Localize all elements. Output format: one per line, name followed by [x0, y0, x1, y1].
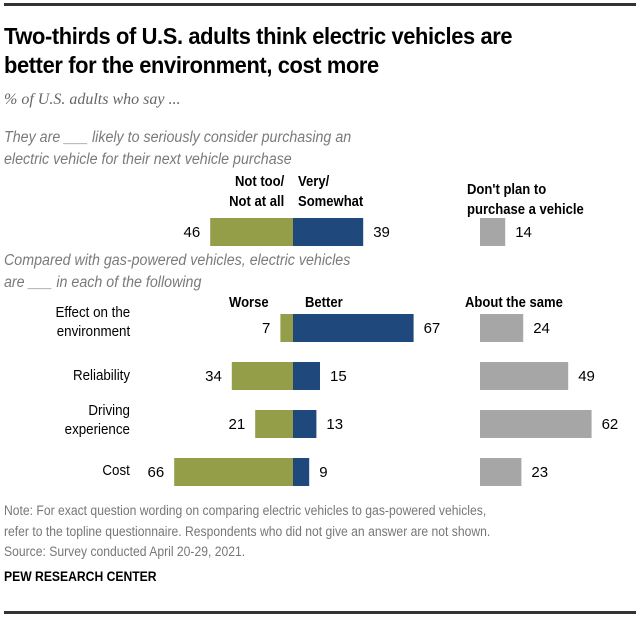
driving-experience-negative-bar: [255, 410, 293, 438]
consider-ev-positive-value: 39: [373, 224, 390, 241]
top-rule: [4, 3, 636, 6]
legend-likely-line-2: Somewhat: [298, 194, 364, 210]
category-label-cost-line-1: Cost: [102, 463, 130, 479]
category-label-driving-line-2: experience: [64, 422, 130, 438]
reliability-positive-value: 15: [330, 368, 347, 385]
legend-likely: Very/ Somewhat: [298, 172, 363, 212]
reliability-neutral-value: 49: [578, 368, 595, 385]
footer-notes: Note: For exact question wording on comp…: [4, 501, 490, 563]
environment-neutral-value: 24: [533, 320, 550, 337]
environment-neutral-bar: [480, 314, 524, 342]
cost-negative-bar: [174, 458, 293, 486]
reliability-negative-bar: [231, 362, 293, 390]
driving-experience-positive-value: 13: [326, 416, 343, 433]
legend-about-the-same: About the same: [465, 295, 563, 311]
legend-dont-plan-line-1: Don't plan to: [467, 182, 547, 198]
legend-better: Better: [305, 295, 343, 311]
note-line-2: refer to the topline questionnaire. Resp…: [4, 523, 491, 539]
category-label-environment-line-1: Effect on the: [55, 305, 130, 321]
consider-ev-negative-bar: [210, 218, 293, 246]
chart-title: Two-thirds of U.S. adults think electric…: [4, 22, 590, 80]
chart-title-line-1: Two-thirds of U.S. adults think electric…: [4, 23, 513, 49]
category-label-cost: Cost: [103, 462, 130, 481]
cost-neutral-bar: [480, 458, 522, 486]
reliability-neutral-bar: [480, 362, 569, 390]
driving-experience-neutral-value: 62: [602, 416, 619, 433]
cost-negative-value: 66: [148, 464, 165, 481]
cost-neutral-value: 23: [531, 464, 548, 481]
legend-worse: Worse: [229, 295, 269, 311]
question-1-line-2: electric vehicle for their next vehicle …: [4, 151, 292, 168]
consider-ev-positive-bar: [293, 218, 364, 246]
legend-dont-plan: Don't plan to purchase a vehicle: [467, 180, 584, 220]
chart-title-line-2: better for the environment, cost more: [4, 52, 379, 78]
category-label-driving-line-1: Driving: [88, 403, 130, 419]
question-2-line-1: Compared with gas-powered vehicles, elec…: [4, 252, 351, 269]
cost-positive-bar: [293, 458, 310, 486]
environment-positive-value: 67: [424, 320, 441, 337]
environment-positive-bar: [293, 314, 414, 342]
legend-likely-line-1: Very/: [298, 174, 330, 190]
legend-dont-plan-line-2: purchase a vehicle: [467, 202, 584, 218]
question-2: Compared with gas-powered vehicles, elec…: [4, 250, 350, 294]
consider-ev-negative-value: 46: [184, 224, 201, 241]
category-label-driving: Driving experience: [65, 402, 130, 440]
pew-logo-text: PEW RESEARCH CENTER: [4, 569, 157, 584]
environment-negative-bar: [280, 314, 293, 342]
driving-experience-positive-bar: [293, 410, 317, 438]
reliability-positive-bar: [293, 362, 320, 390]
reliability-negative-value: 34: [205, 368, 222, 385]
note-line-1: Note: For exact question wording on comp…: [4, 503, 487, 518]
source-line: Source: Survey conducted April 20-29, 20…: [4, 544, 246, 559]
category-label-environment-line-2: environment: [56, 324, 130, 340]
driving-experience-negative-value: 21: [229, 416, 246, 433]
bottom-rule: [4, 611, 636, 614]
driving-experience-neutral-bar: [480, 410, 592, 438]
legend-not-likely-line-1: Not too/: [234, 174, 284, 190]
chart-subtitle: % of U.S. adults who say ...: [4, 91, 181, 108]
category-label-reliability: Reliability: [73, 367, 130, 386]
consider-ev-neutral-bar: [480, 218, 506, 246]
question-1-line-1: They are ___ likely to seriously conside…: [4, 129, 352, 146]
category-label-reliability-line-1: Reliability: [72, 368, 130, 384]
environment-negative-value: 7: [262, 320, 270, 337]
question-2-line-2: are ___ in each of the following: [4, 274, 202, 291]
category-label-environment: Effect on the environment: [55, 304, 130, 342]
consider-ev-neutral-value: 14: [515, 224, 532, 241]
legend-not-likely-line-2: Not at all: [228, 194, 284, 210]
legend-not-likely: Not too/ Not at all: [229, 172, 284, 212]
question-1: They are ___ likely to seriously conside…: [4, 127, 351, 171]
cost-positive-value: 9: [319, 464, 327, 481]
